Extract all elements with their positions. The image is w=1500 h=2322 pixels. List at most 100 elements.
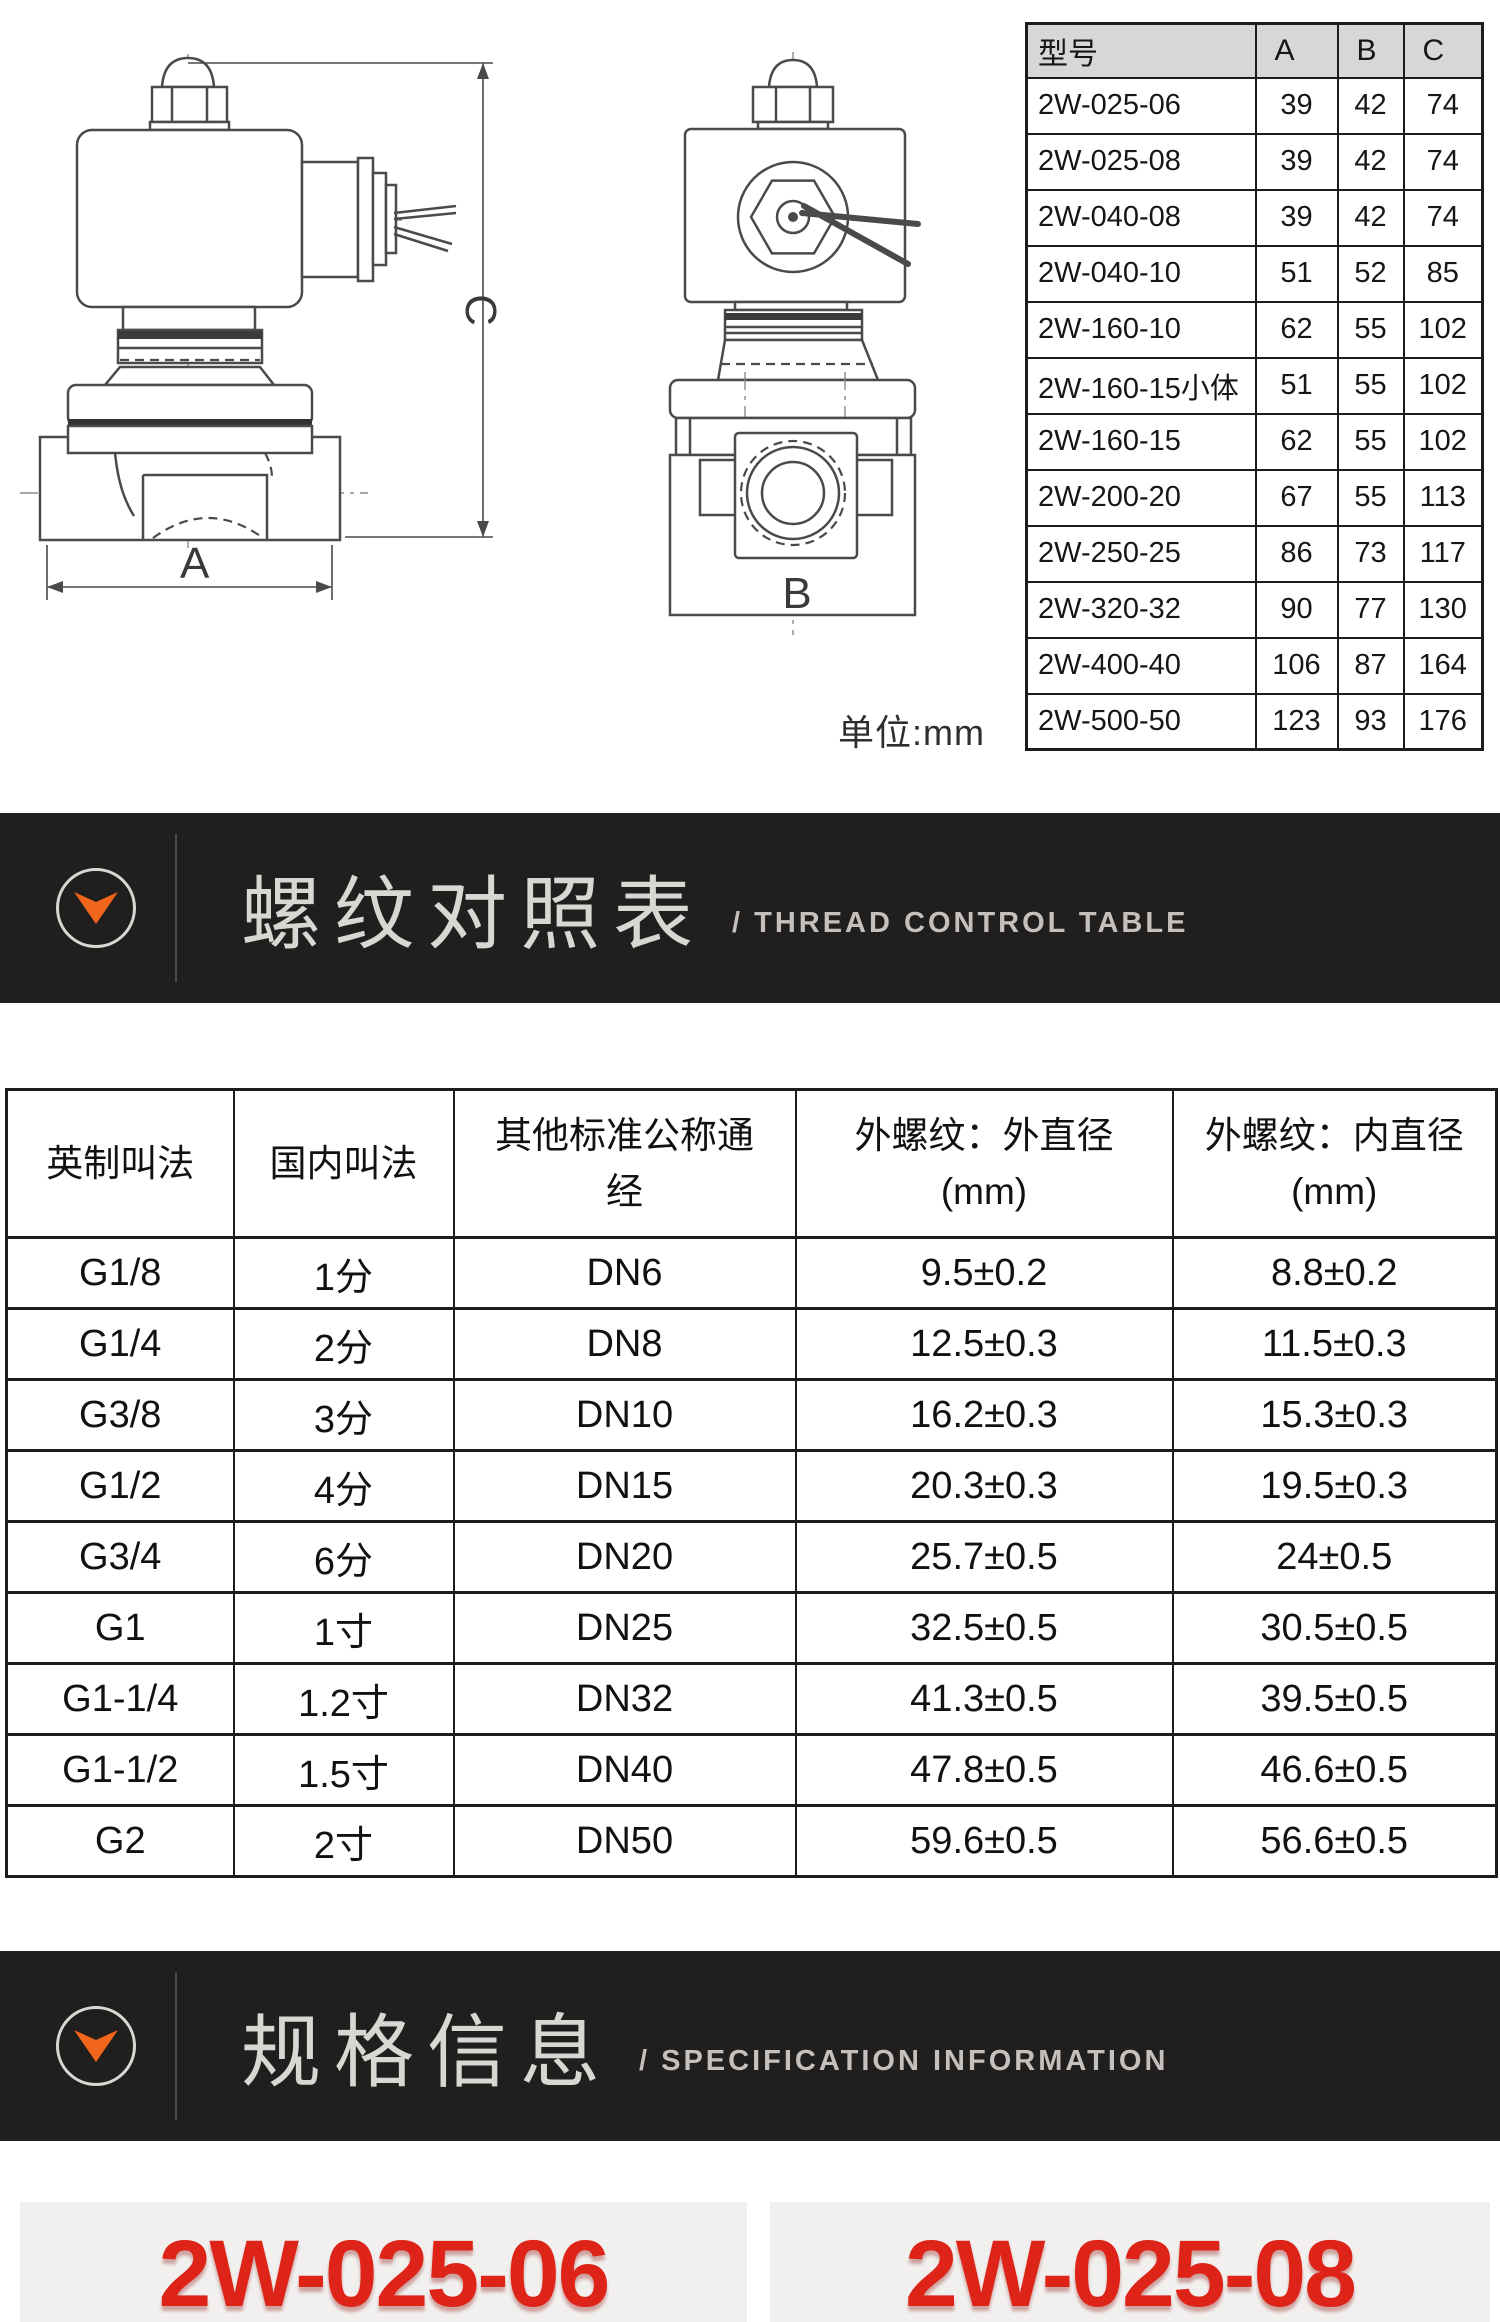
banner-divider [175, 834, 177, 982]
model-cell: 2W-160-10 [1025, 300, 1257, 359]
dimension-table: 型号 A B C 2W-025-06 39 42 74 2 [1025, 22, 1484, 751]
dim-c-cell: 102 [1402, 356, 1484, 415]
dim-label-a: A [180, 539, 210, 588]
dim-b-cell: 55 [1336, 468, 1405, 527]
dn-cell: DN10 [452, 1378, 797, 1452]
inner-diameter-cell: 39.5±0.5 [1171, 1662, 1498, 1736]
chevron-down-circle-icon [56, 2006, 136, 2086]
model-cell: 2W-040-08 [1025, 188, 1257, 247]
dim-a-cell: 51 [1254, 244, 1339, 303]
dn-cell: DN32 [452, 1662, 797, 1736]
table-row: 2W-250-25 86 73 117 [1025, 524, 1484, 583]
table-row: 2W-500-50 123 93 176 [1025, 692, 1484, 751]
inner-diameter-cell: 15.3±0.3 [1171, 1378, 1498, 1452]
section-title: 螺纹对照表 [241, 870, 706, 959]
domestic-cell: 2分 [232, 1307, 455, 1381]
model-cell: 2W-160-15小体 [1025, 356, 1257, 415]
inner-diameter-cell: 11.5±0.3 [1171, 1307, 1498, 1381]
dim-b-cell: 42 [1336, 188, 1405, 247]
domestic-cell: 1寸 [232, 1591, 455, 1665]
outer-diameter-cell: 47.8±0.5 [794, 1733, 1174, 1807]
column-header-a: A [1254, 22, 1339, 79]
dim-c-cell: 74 [1402, 132, 1484, 191]
domestic-cell: 1.2寸 [232, 1662, 455, 1736]
inner-diameter-cell: 8.8±0.2 [1171, 1236, 1498, 1310]
outer-diameter-cell: 16.2±0.3 [794, 1378, 1174, 1452]
column-header-model: 型号 [1025, 22, 1257, 79]
dim-label-b: B [782, 569, 811, 618]
table-row: G1 1寸 DN25 32.5±0.5 30.5±0.5 [5, 1591, 1498, 1665]
thread-table-container: 英制叫法 国内叫法 其他标准公称通 经 外螺纹：外直径 (mm) [5, 1088, 1498, 1878]
imperial-cell: G1/8 [5, 1236, 235, 1310]
table-row: G1-1/2 1.5寸 DN40 47.8±0.5 46.6±0.5 [5, 1733, 1498, 1807]
model-cell: 2W-160-15 [1025, 412, 1257, 471]
column-header-b: B [1336, 22, 1405, 79]
dim-c-cell: 102 [1402, 300, 1484, 359]
model-cell: 2W-040-10 [1025, 244, 1257, 303]
outer-diameter-cell: 20.3±0.3 [794, 1449, 1174, 1523]
dim-a-cell: 39 [1254, 132, 1339, 191]
inner-diameter-cell: 56.6±0.5 [1171, 1804, 1498, 1878]
table-row: G3/8 3分 DN10 16.2±0.3 15.3±0.3 [5, 1378, 1498, 1452]
dim-c-cell: 85 [1402, 244, 1484, 303]
dim-b-cell: 55 [1336, 356, 1405, 415]
dim-c-cell: 176 [1402, 692, 1484, 751]
domestic-cell: 4分 [232, 1449, 455, 1523]
dim-c-cell: 74 [1402, 188, 1484, 247]
domestic-cell: 2寸 [232, 1804, 455, 1878]
imperial-cell: G1-1/4 [5, 1662, 235, 1736]
outer-diameter-cell: 32.5±0.5 [794, 1591, 1174, 1665]
imperial-cell: G1-1/2 [5, 1733, 235, 1807]
model-cell: 2W-025-08 [1025, 132, 1257, 191]
dim-b-cell: 42 [1336, 76, 1405, 135]
dim-c-cell: 117 [1402, 524, 1484, 583]
inner-diameter-cell: 19.5±0.3 [1171, 1449, 1498, 1523]
dim-b-cell: 73 [1336, 524, 1405, 583]
imperial-cell: G1/2 [5, 1449, 235, 1523]
inner-diameter-cell: 30.5±0.5 [1171, 1591, 1498, 1665]
domestic-cell: 3分 [232, 1378, 455, 1452]
chevron-down-circle-icon [56, 868, 136, 948]
dim-a-cell: 67 [1254, 468, 1339, 527]
model-cell: 2W-025-06 [1025, 76, 1257, 135]
table-row: G1-1/4 1.2寸 DN32 41.3±0.5 39.5±0.5 [5, 1662, 1498, 1736]
dim-c-cell: 164 [1402, 636, 1484, 695]
product-model-name: 2W-025-08 [904, 2221, 1357, 2322]
domestic-cell: 1.5寸 [232, 1733, 455, 1807]
dim-a-cell: 51 [1254, 356, 1339, 415]
table-row: 2W-160-15 62 55 102 [1025, 412, 1484, 471]
column-header-imperial: 英制叫法 [5, 1088, 235, 1239]
table-row: G1/8 1分 DN6 9.5±0.2 8.8±0.2 [5, 1236, 1498, 1310]
inner-diameter-cell: 46.6±0.5 [1171, 1733, 1498, 1807]
table-row: G1/4 2分 DN8 12.5±0.3 11.5±0.3 [5, 1307, 1498, 1381]
imperial-cell: G1 [5, 1591, 235, 1665]
column-header-c: C [1402, 22, 1484, 79]
dim-a-cell: 86 [1254, 524, 1339, 583]
dim-c-cell: 113 [1402, 468, 1484, 527]
imperial-cell: G3/8 [5, 1378, 235, 1452]
table-row: 2W-200-20 67 55 113 [1025, 468, 1484, 527]
dim-b-cell: 52 [1336, 244, 1405, 303]
imperial-cell: G1/4 [5, 1307, 235, 1381]
valve-side-view-drawing: A C [20, 54, 505, 600]
dim-a-cell: 90 [1254, 580, 1339, 639]
section-title: 规格信息 [241, 2008, 613, 2097]
outer-diameter-cell: 12.5±0.3 [794, 1307, 1174, 1381]
dim-b-cell: 55 [1336, 300, 1405, 359]
outer-diameter-cell: 9.5±0.2 [794, 1236, 1174, 1310]
banner-divider [175, 1972, 177, 2120]
table-row: G2 2寸 DN50 59.6±0.5 56.6±0.5 [5, 1804, 1498, 1878]
dimension-table-container: 型号 A B C 2W-025-06 39 42 74 2 [1025, 22, 1484, 751]
dim-a-cell: 39 [1254, 188, 1339, 247]
section-subtitle: / THREAD CONTROL TABLE [732, 906, 1189, 939]
model-cell: 2W-320-32 [1025, 580, 1257, 639]
column-header-outer-diameter: 外螺纹：外直径 (mm) [794, 1088, 1174, 1239]
table-row: 2W-160-15小体 51 55 102 [1025, 356, 1484, 415]
product-card-right: 2W-025-08 [770, 2202, 1490, 2322]
table-row: 2W-400-40 106 87 164 [1025, 636, 1484, 695]
product-model-name: 2W-025-06 [158, 2221, 610, 2322]
table-row: 2W-025-06 39 42 74 [1025, 76, 1484, 135]
dim-b-cell: 77 [1336, 580, 1405, 639]
dn-cell: DN15 [452, 1449, 797, 1523]
